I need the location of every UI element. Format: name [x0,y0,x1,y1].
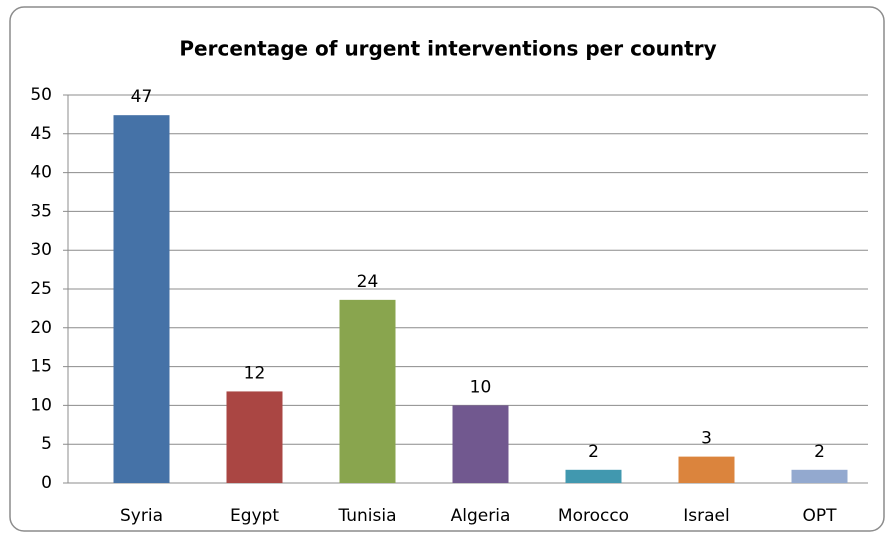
data-label: 2 [814,442,825,462]
x-tick-label: Tunisia [337,506,396,526]
x-tick-label: OPT [802,506,837,526]
bar [226,391,283,483]
bar [339,299,396,483]
bar [452,405,509,483]
y-tick-label: 45 [30,124,52,144]
x-tick-label: Israel [683,506,729,526]
x-tick-label: Syria [120,506,163,526]
x-tick-label: Algeria [451,506,511,526]
y-tick-label: 35 [30,201,52,221]
bar [113,115,170,484]
chart-title: Percentage of urgent interventions per c… [179,37,716,61]
y-tick-label: 25 [30,279,52,299]
data-label: 12 [244,363,266,383]
y-tick-label: 10 [30,395,52,415]
data-label: 3 [701,429,712,449]
bar [678,456,735,483]
y-tick-label: 5 [41,434,52,454]
x-tick-label: Egypt [230,506,279,526]
y-tick-label: 15 [30,357,52,377]
y-tick-label: 50 [30,85,52,105]
data-label: 2 [588,442,599,462]
data-label: 24 [357,272,379,292]
bar [791,469,848,483]
x-tick-label: Morocco [558,506,629,526]
y-tick-label: 20 [30,318,52,338]
y-tick-label: 40 [30,163,52,183]
bar [565,469,622,483]
data-label: 47 [131,87,153,107]
y-tick-label: 0 [41,473,52,493]
y-tick-label: 30 [30,240,52,260]
data-label: 10 [470,377,492,397]
